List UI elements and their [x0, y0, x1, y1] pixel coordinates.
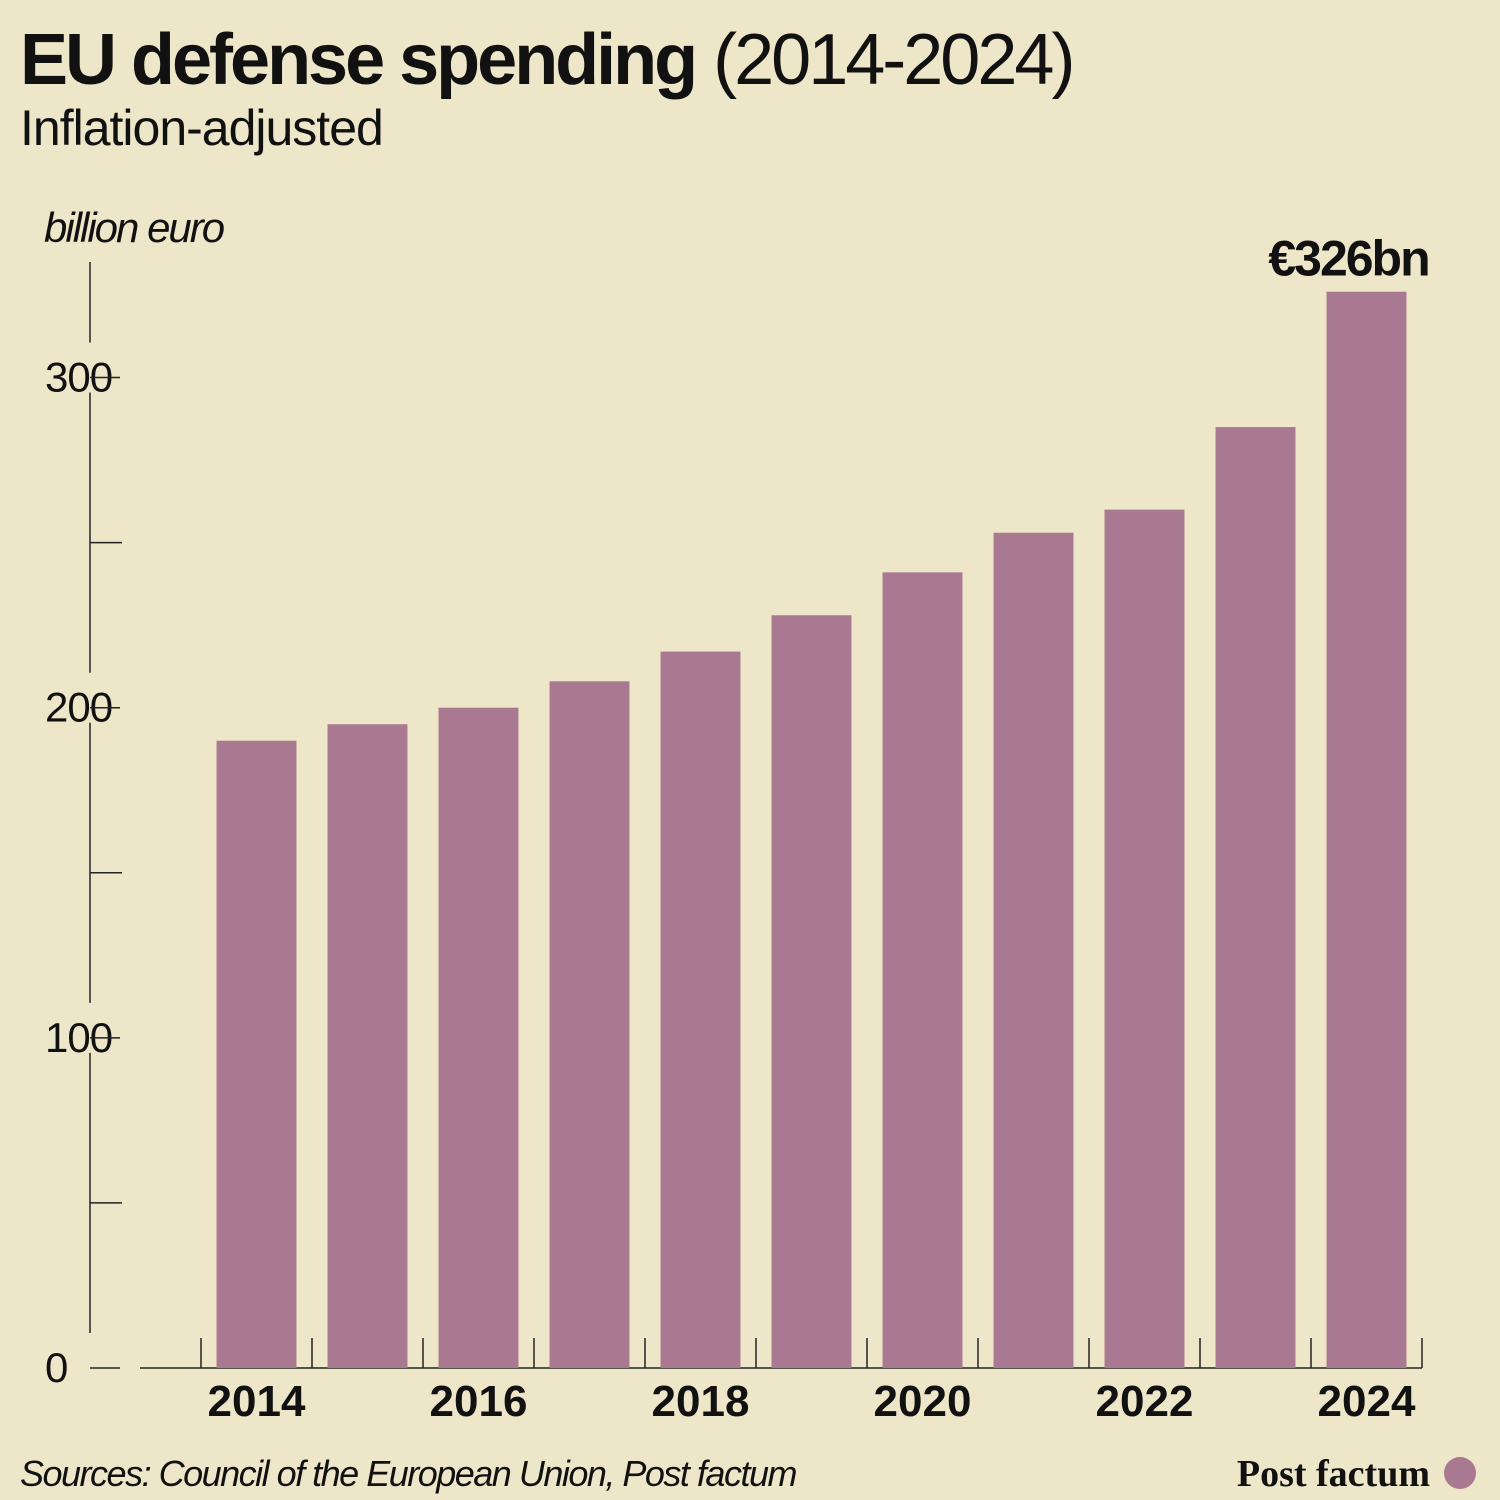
x-tick-label: 2016	[430, 1377, 528, 1426]
title-years: (2014-2024)	[713, 20, 1072, 100]
bar	[216, 740, 297, 1368]
y-tick-label-bg	[30, 342, 140, 393]
brand-logo	[1444, 1457, 1476, 1489]
bar	[993, 532, 1074, 1368]
chart-title: EU defense spending (2014-2024)	[20, 20, 1072, 100]
bar	[1326, 291, 1407, 1369]
bar	[438, 707, 519, 1368]
bar	[1215, 427, 1296, 1369]
bar	[549, 681, 630, 1368]
x-tick-label: 2022	[1096, 1377, 1194, 1426]
y-tick-label-bg	[30, 672, 140, 723]
y-tick-label-bg	[30, 1002, 140, 1053]
value-label: €326bn	[1268, 231, 1428, 287]
y-tick-label: 0	[45, 1344, 67, 1391]
x-tick-label: 2024	[1318, 1377, 1416, 1426]
source: Sources: Council of the European Union, …	[20, 1453, 796, 1494]
y-axis-label: billion euro	[44, 204, 225, 251]
brand: Post factum	[1237, 1453, 1430, 1495]
subtitle: Inflation-adjusted	[20, 100, 383, 156]
x-tick-label: 2018	[652, 1377, 750, 1426]
bar	[771, 615, 852, 1368]
y-tick-label-bg	[30, 1333, 140, 1383]
bar	[882, 572, 963, 1368]
x-tick-label: 2020	[874, 1377, 972, 1426]
x-tick-label: 2014	[208, 1377, 306, 1426]
bar	[660, 651, 741, 1368]
bar	[1104, 509, 1185, 1368]
bar	[327, 724, 408, 1368]
title-main: EU defense spending	[20, 20, 695, 100]
